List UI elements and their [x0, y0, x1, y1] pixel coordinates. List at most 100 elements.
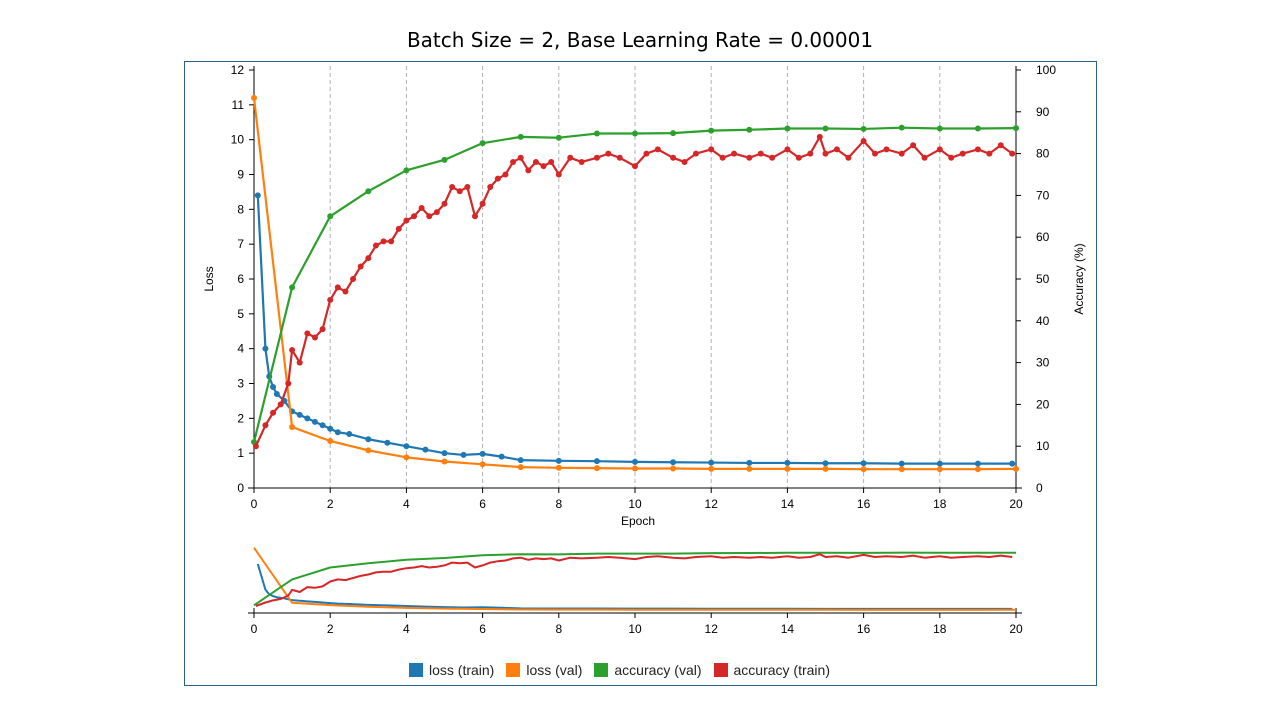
series-point-0 — [254, 192, 261, 199]
nav-x-tick-label: 4 — [403, 622, 410, 636]
nav-x-tick-label: 16 — [857, 622, 871, 636]
legend-item-loss-val[interactable]: loss (val) — [506, 662, 582, 678]
series-point-0 — [670, 459, 677, 466]
series-point-3 — [548, 158, 555, 165]
series-line-3 — [254, 135, 1013, 447]
legend-item-accuracy-val[interactable]: accuracy (val) — [594, 662, 702, 678]
series-point-3 — [654, 146, 661, 153]
series-point-3 — [403, 217, 410, 224]
series-point-1 — [784, 465, 791, 472]
nav-series-line-2 — [253, 551, 1017, 607]
series-point-0 — [441, 450, 448, 457]
y-left-tick-label: 0 — [237, 481, 244, 495]
series-point-3 — [252, 443, 259, 450]
y-left-tick-label: 7 — [237, 237, 244, 251]
legend-item-loss-train[interactable]: loss (train) — [409, 662, 494, 678]
legend: loss (train) loss (val) accuracy (val) a… — [409, 660, 830, 680]
series-point-3 — [555, 171, 562, 178]
series-point-3 — [921, 154, 928, 161]
series-point-0 — [974, 460, 981, 467]
y-right-tick-label: 0 — [1036, 481, 1043, 495]
series-point-1 — [289, 424, 296, 431]
x-axis-label: Epoch — [621, 514, 655, 528]
legend-label: accuracy (train) — [733, 662, 830, 678]
series-point-0 — [460, 451, 467, 458]
x-tick-label: 12 — [705, 497, 719, 511]
series-point-2 — [784, 125, 791, 132]
legend-swatch — [506, 663, 521, 677]
series-point-3 — [757, 150, 764, 157]
series-point-0 — [708, 459, 715, 466]
legend-label: accuracy (val) — [614, 662, 702, 678]
series-point-3 — [807, 150, 814, 157]
series-point-0 — [296, 411, 303, 418]
nav-x-tick-label: 20 — [1009, 622, 1023, 636]
x-tick-label: 16 — [857, 497, 871, 511]
y-left-tick-label: 2 — [237, 411, 244, 425]
series-point-2 — [708, 127, 715, 134]
series-point-1 — [479, 461, 486, 468]
series-point-0 — [270, 383, 277, 390]
series-point-2 — [403, 167, 410, 174]
series-point-1 — [860, 466, 867, 473]
series-point-3 — [883, 146, 890, 153]
series-point-3 — [350, 276, 357, 282]
series-point-1 — [746, 465, 753, 472]
series-point-3 — [270, 409, 277, 416]
series-point-0 — [273, 390, 280, 397]
series-point-3 — [898, 150, 905, 157]
series-point-3 — [936, 146, 943, 153]
legend-swatch — [594, 663, 609, 677]
series-point-0 — [319, 422, 326, 429]
series-point-3 — [1009, 150, 1016, 157]
series-point-3 — [997, 142, 1004, 149]
x-tick-label: 8 — [555, 497, 562, 511]
series-point-3 — [632, 163, 638, 170]
legend-swatch — [409, 663, 423, 677]
series-point-3 — [342, 288, 349, 295]
series-point-3 — [769, 154, 776, 161]
series-point-3 — [719, 154, 726, 161]
series-point-0 — [327, 425, 334, 432]
series-point-3 — [795, 154, 802, 161]
y-left-tick-label: 5 — [237, 307, 244, 321]
series-point-3 — [277, 401, 284, 408]
series-point-1 — [593, 465, 600, 472]
series-point-1 — [441, 458, 448, 465]
series-point-1 — [365, 447, 372, 454]
legend-swatch — [713, 663, 728, 677]
legend-item-accuracy-train[interactable]: accuracy (train) — [713, 662, 830, 678]
series-point-0 — [555, 457, 562, 464]
y-right-tick-label: 30 — [1036, 356, 1050, 370]
series-point-3 — [784, 146, 791, 153]
series-point-3 — [578, 158, 585, 165]
series-point-3 — [289, 347, 296, 354]
series-point-3 — [643, 150, 650, 157]
series-point-1 — [936, 466, 943, 473]
series-point-0 — [898, 460, 905, 467]
series-point-3 — [746, 154, 753, 161]
series-point-1 — [974, 466, 981, 473]
series-point-1 — [898, 466, 905, 473]
series-point-0 — [334, 429, 341, 436]
series-point-3 — [959, 150, 966, 157]
series-point-3 — [372, 242, 379, 249]
series-point-3 — [692, 150, 699, 157]
series-point-3 — [974, 146, 981, 153]
series-point-0 — [822, 460, 829, 467]
series-point-3 — [479, 200, 486, 207]
series-point-3 — [593, 154, 600, 161]
y-right-tick-label: 10 — [1036, 439, 1050, 453]
series-point-2 — [746, 126, 753, 133]
x-tick-label: 14 — [781, 497, 795, 511]
y-left-tick-label: 6 — [237, 272, 244, 286]
series-point-3 — [433, 209, 440, 216]
series-point-0 — [936, 460, 943, 467]
series-point-1 — [555, 464, 562, 471]
y-axis-left-label: Loss — [202, 266, 216, 291]
series-point-3 — [334, 284, 341, 291]
series-point-3 — [464, 184, 471, 191]
series-point-3 — [296, 359, 303, 366]
legend-label: loss (val) — [526, 662, 583, 678]
series-point-3 — [681, 158, 688, 165]
